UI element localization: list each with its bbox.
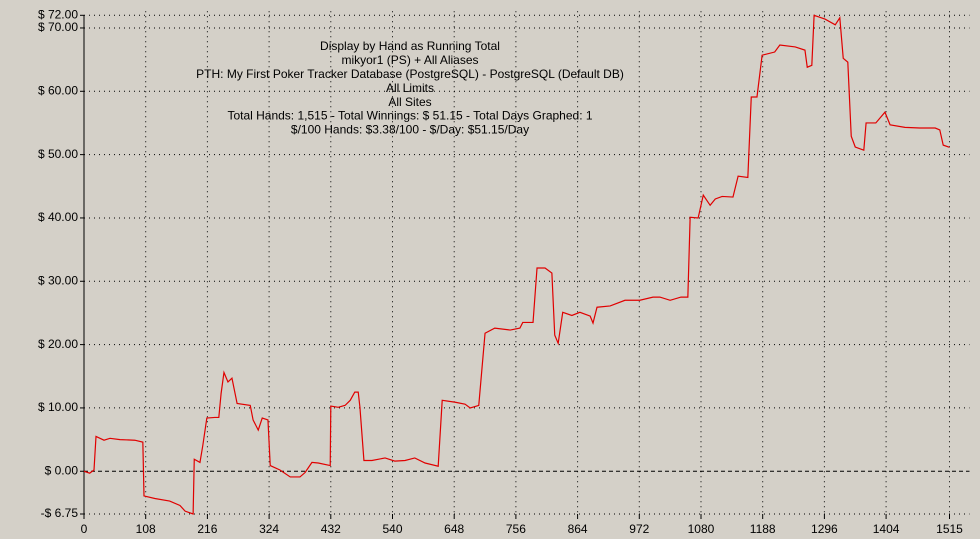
x-tick-label: 1188 [750, 522, 776, 536]
x-tick-label: 1404 [873, 522, 900, 536]
y-tick-label: $ 60.00 [38, 83, 78, 97]
y-tick-label: $ 40.00 [38, 210, 78, 224]
x-tick-label: 1515 [936, 522, 963, 536]
title-line: PTH: My First Poker Tracker Database (Po… [196, 67, 624, 81]
y-tick-label: $ 72.00 [38, 7, 78, 21]
x-tick-label: 324 [259, 522, 279, 536]
y-tick-label: $ 70.00 [38, 20, 78, 34]
title-line: Total Hands: 1,515 - Total Winnings: $ 5… [227, 109, 592, 123]
data-line [83, 14, 950, 515]
y-tick-label: -$ 6.75 [41, 506, 79, 520]
y-tick-label: $ 50.00 [38, 147, 78, 161]
x-tick-label: 108 [136, 522, 156, 536]
x-tick-label: 864 [568, 522, 588, 536]
y-tick-label: $ 10.00 [38, 400, 78, 414]
y-tick-label: $ 0.00 [45, 463, 79, 477]
x-tick-label: 540 [382, 522, 402, 536]
x-tick-label: 1296 [811, 522, 838, 536]
x-tick-label: 1080 [688, 522, 715, 536]
title-line: $/100 Hands: $3.38/100 - $/Day: $51.15/D… [291, 123, 529, 137]
x-tick-label: 648 [444, 522, 464, 536]
x-tick-label: 0 [81, 522, 88, 536]
y-tick-label: $ 20.00 [38, 337, 78, 351]
y-tick-label: $ 30.00 [38, 273, 78, 287]
x-tick-label: 756 [506, 522, 526, 536]
title-line: Display by Hand as Running Total [320, 39, 500, 53]
title-line: mikyor1 (PS) + All Aliases [341, 53, 478, 67]
x-tick-label: 972 [629, 522, 649, 536]
title-line: All Sites [388, 95, 431, 109]
x-tick-label: 216 [197, 522, 217, 536]
title-line: All Limits [386, 81, 434, 95]
x-tick-label: 432 [321, 522, 341, 536]
